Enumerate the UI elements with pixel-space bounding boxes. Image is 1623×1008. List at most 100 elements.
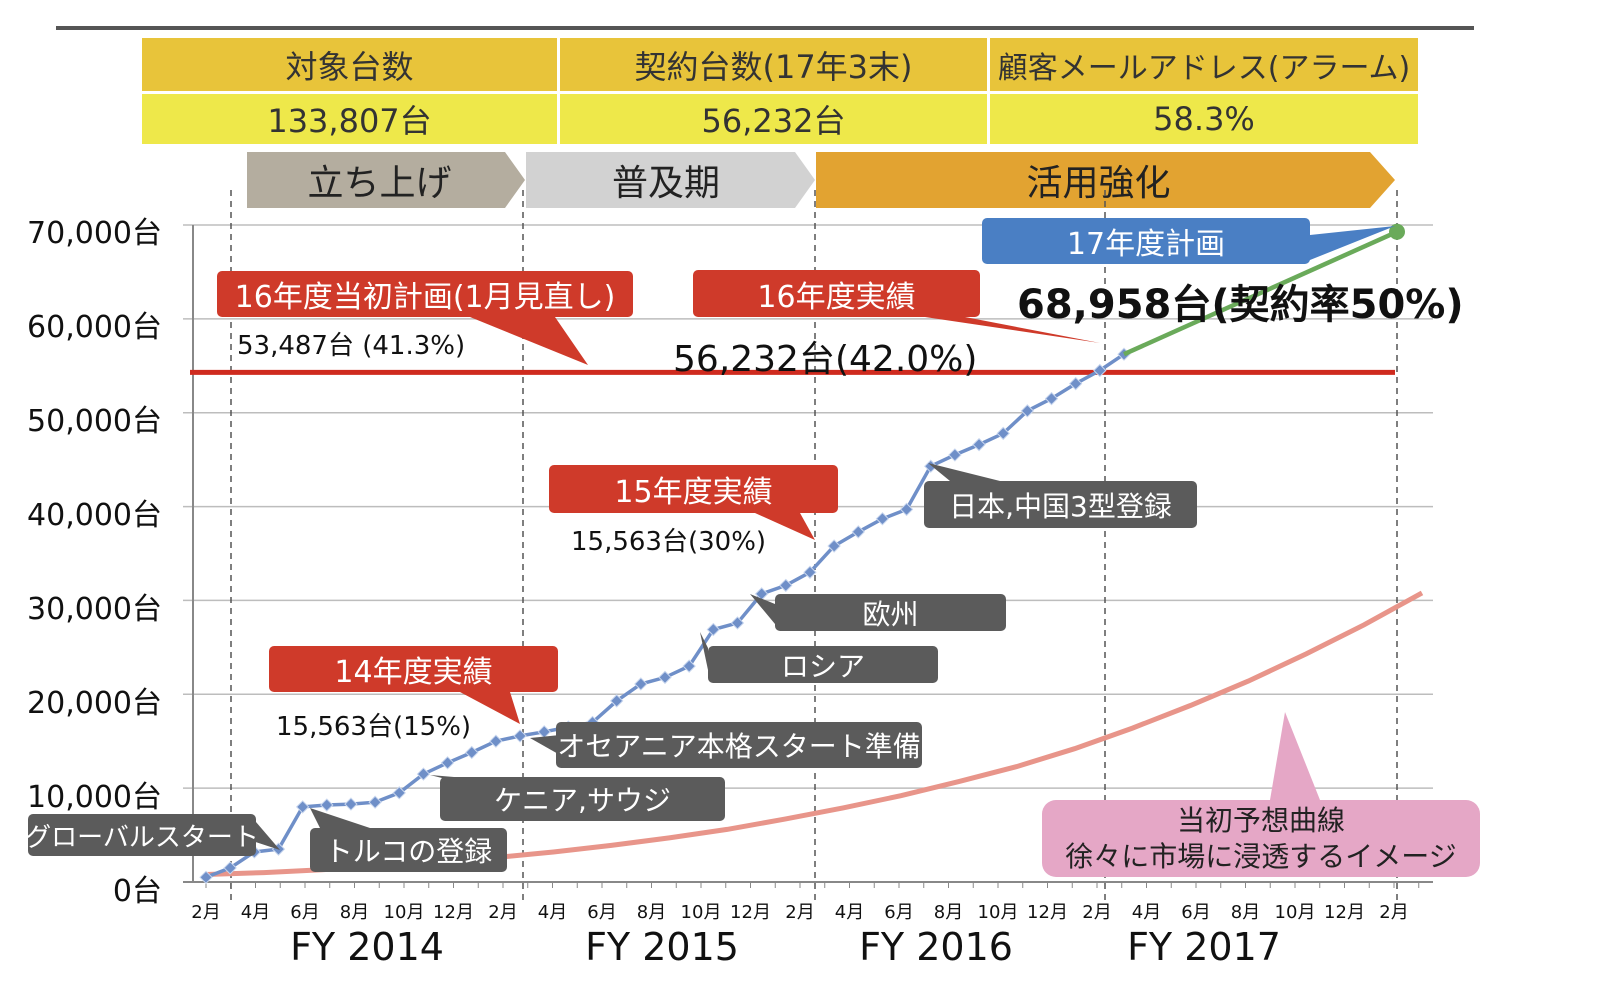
- x-tick-label: 8月: [636, 902, 667, 923]
- event-russia: ロシア: [708, 646, 938, 683]
- actual-point: [609, 694, 624, 708]
- expected-curve-note: 当初予想曲線 徐々に市場に浸透するイメージ: [1042, 800, 1480, 877]
- x-tick-label: 6月: [587, 902, 617, 923]
- x-tick-label: 2月: [1082, 902, 1112, 923]
- plan17-point: [1389, 223, 1405, 240]
- expected-curve-note-line2: 徐々に市場に浸透するイメージ: [1065, 839, 1457, 873]
- phase-arrow-spread: [526, 152, 815, 208]
- actual-point: [344, 797, 358, 811]
- actual-point: [440, 756, 455, 770]
- top-rule: [56, 26, 1474, 30]
- actual-point: [223, 861, 237, 875]
- x-tick-label: 4月: [834, 902, 865, 923]
- x-tick-label: 12月: [730, 902, 771, 923]
- x-tick-label: 10月: [977, 902, 1019, 923]
- y-tick-label: 0台: [112, 874, 162, 909]
- actual-point: [1044, 391, 1059, 406]
- actual-point: [1068, 376, 1083, 391]
- x-tick-label: 12月: [1324, 902, 1365, 923]
- plan16-callout: 16年度当初計画(1月見直し): [217, 271, 633, 317]
- x-tick-label: 8月: [933, 902, 964, 923]
- act14-value: 15,563台(15%): [276, 712, 472, 742]
- y-tick-label: 30,000台: [27, 592, 162, 627]
- callout-pointer: [530, 735, 560, 755]
- actual-point: [972, 437, 986, 452]
- event-global-start: グローバルスタート: [25, 814, 259, 856]
- expected-curve-note-line1: 当初予想曲線: [1176, 803, 1345, 837]
- actual-point: [320, 798, 334, 812]
- actual-point: [996, 426, 1010, 441]
- fy-label-2014: FY 2014: [290, 925, 444, 969]
- callout-pointer: [925, 317, 1100, 343]
- y-tick-label: 10,000台: [27, 780, 162, 815]
- summary-header-contracts: 契約台数(17年3末): [560, 38, 987, 91]
- plan17-callout: 17年度計画: [982, 218, 1310, 264]
- actual-point: [634, 677, 648, 691]
- event-europe: 欧州: [775, 594, 1006, 631]
- phase-arrow-strengthen: [816, 152, 1395, 208]
- x-tick-label: 10月: [680, 902, 722, 923]
- actual-point: [706, 622, 721, 637]
- fy-label-2015: FY 2015: [585, 925, 739, 969]
- fy-label-2017: FY 2017: [1127, 925, 1281, 969]
- actual-point: [851, 525, 865, 539]
- x-tick-label: 10月: [383, 902, 425, 923]
- x-tick-label: 4月: [240, 902, 271, 923]
- callout-pointer: [310, 808, 370, 828]
- callout-pointer: [470, 317, 588, 365]
- act15-value: 15,563台(30%): [571, 527, 767, 557]
- x-tick-label: 2月: [1379, 902, 1409, 923]
- y-tick-label: 40,000台: [27, 498, 162, 533]
- actual-point: [827, 539, 841, 553]
- actual-point: [465, 745, 479, 760]
- y-tick-label: 20,000台: [27, 686, 162, 721]
- x-tick-label: 2月: [191, 902, 221, 923]
- event-japan-china: 日本,中国3型登録: [924, 481, 1197, 528]
- phase-label-spread: 普及期: [611, 163, 720, 204]
- actual-point: [1020, 404, 1035, 418]
- actual-point: [368, 795, 382, 809]
- x-tick-label: 8月: [339, 902, 370, 923]
- actual-point: [875, 512, 890, 526]
- plan17-value: 68,958台(契約率50%): [1017, 282, 1464, 328]
- fy-label-2016: FY 2016: [859, 925, 1013, 969]
- event-oceania: オセアニア本格スタート準備: [556, 722, 922, 768]
- act14-callout: 14年度実績: [269, 646, 558, 692]
- x-tick-label: 4月: [537, 902, 568, 923]
- act16-callout: 16年度実績: [693, 270, 980, 317]
- event-turkey: トルコの登録: [310, 828, 507, 872]
- actual-point: [1093, 363, 1107, 378]
- x-tick-label: 6月: [290, 902, 320, 923]
- phase-arrow-launch: [247, 152, 525, 208]
- actual-point: [658, 670, 672, 685]
- x-tick-label: 2月: [488, 902, 518, 923]
- actual-point: [803, 565, 817, 579]
- callout-pointer: [755, 513, 815, 540]
- act15-callout: 15年度実績: [549, 465, 838, 513]
- actual-point: [199, 870, 213, 885]
- plan17-series-line: [1123, 229, 1398, 357]
- actual-point: [779, 578, 793, 593]
- actual-point: [924, 459, 938, 473]
- x-tick-label: 8月: [1230, 902, 1261, 923]
- callout-pointer: [700, 632, 708, 670]
- actual-point: [682, 659, 696, 673]
- actual-point: [295, 800, 310, 814]
- phase-label-launch: 立ち上げ: [307, 163, 452, 204]
- callout-pointer: [460, 692, 520, 724]
- x-tick-label: 12月: [1027, 902, 1068, 923]
- callout-pointer: [750, 594, 775, 624]
- actual-point: [948, 448, 962, 462]
- actual-point: [489, 734, 503, 748]
- actual-point: [416, 767, 431, 781]
- y-tick-label: 60,000台: [27, 310, 162, 345]
- x-tick-label: 2月: [785, 902, 815, 923]
- summary-header-target: 対象台数: [142, 38, 557, 91]
- actual-point: [392, 786, 406, 800]
- callout-pointer: [1270, 712, 1320, 800]
- actual-point: [513, 729, 527, 743]
- x-tick-label: 10月: [1274, 902, 1316, 923]
- act16-value: 56,232台(42.0%): [673, 339, 978, 380]
